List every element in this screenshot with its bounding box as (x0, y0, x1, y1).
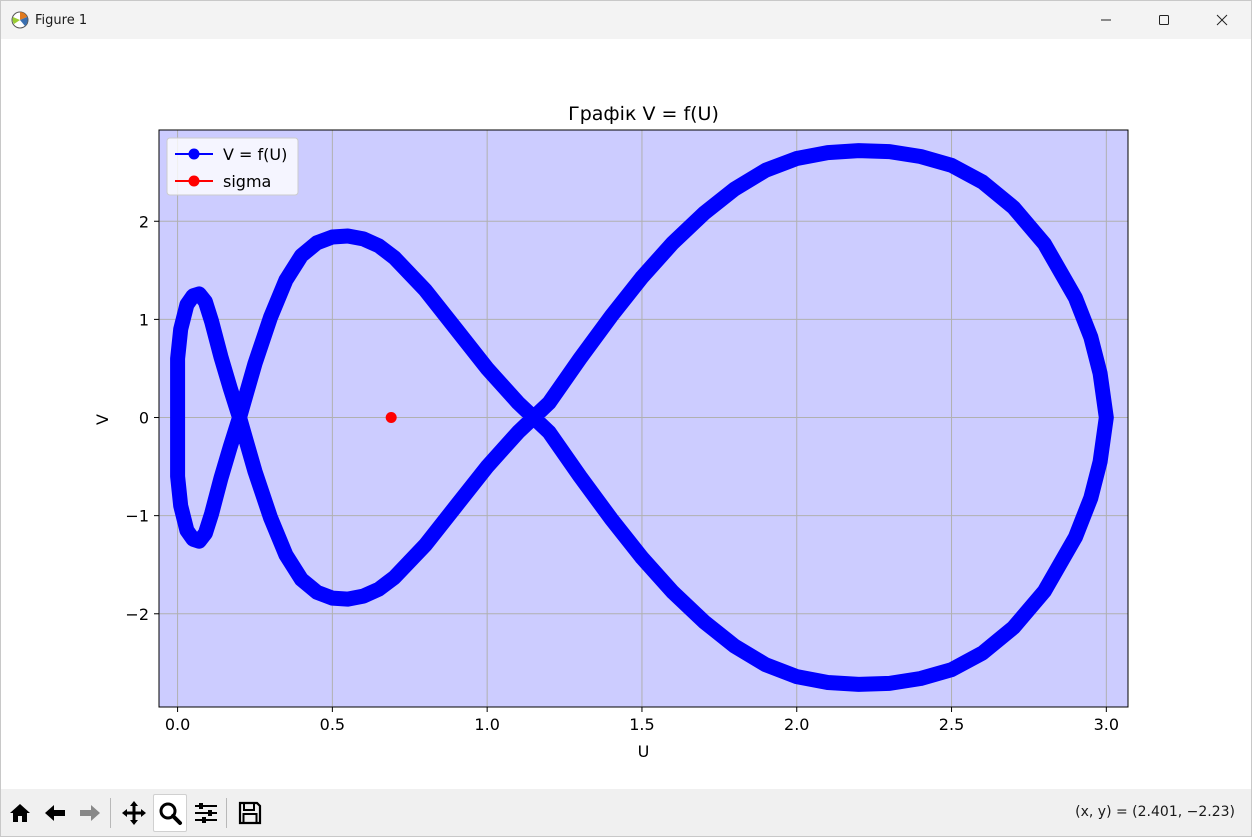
window-title: Figure 1 (35, 12, 88, 28)
configure-subplots-button[interactable] (190, 795, 222, 831)
x-tick-label: 3.0 (1094, 715, 1119, 734)
window-controls (1077, 1, 1251, 39)
chart-title: Графік V = f(U) (568, 103, 719, 125)
title-bar[interactable]: Figure 1 (1, 1, 1251, 39)
x-axis-label: U (638, 742, 650, 761)
forward-button[interactable] (74, 795, 106, 831)
pan-button[interactable] (118, 795, 150, 831)
chart-svg[interactable]: 0.0 0.5 1.0 1.5 2.0 2.5 3.0 −2 −1 0 1 2 Графік V = … (1, 39, 1251, 789)
x-tick-label: 2.0 (784, 715, 809, 734)
legend-marker (188, 175, 200, 187)
zoom-button[interactable] (153, 793, 187, 832)
x-tick-label: 1.0 (474, 715, 499, 734)
series-v-f-u-line (176, 149, 1108, 686)
legend-label: sigma (223, 172, 271, 191)
y-tick-label: −2 (125, 605, 149, 624)
toolbar-separator (226, 797, 227, 828)
series-layer (170, 143, 1114, 692)
figure-canvas[interactable]: 0.0 0.5 1.0 1.5 2.0 2.5 3.0 −2 −1 0 1 2 Графік V = … (1, 39, 1251, 789)
y-tick-label: −1 (125, 507, 149, 526)
close-icon (1216, 14, 1228, 26)
floppy-disk-icon (238, 801, 262, 824)
home-icon (10, 803, 30, 822)
x-tick-label: 1.5 (629, 715, 654, 734)
back-button[interactable] (39, 795, 71, 831)
x-tick-label: 0.5 (320, 715, 345, 734)
minimize-icon (1101, 19, 1111, 21)
x-tick-label: 0.0 (165, 715, 190, 734)
arrow-left-icon (45, 804, 65, 821)
matplotlib-logo-icon (11, 11, 29, 29)
x-tick-label: 2.5 (939, 715, 964, 734)
minimize-button[interactable] (1077, 1, 1135, 39)
tick-layer: 0.0 0.5 1.0 1.5 2.0 2.5 3.0 −2 −1 0 1 2 (125, 212, 1119, 734)
close-button[interactable] (1193, 1, 1251, 39)
maximize-icon (1159, 15, 1169, 25)
arrow-right-icon (80, 804, 100, 821)
sliders-icon (195, 802, 217, 823)
toolbar-separator (110, 797, 111, 828)
maximize-button[interactable] (1135, 1, 1193, 39)
y-tick-label: 1 (139, 310, 149, 329)
axes-frame (158, 129, 1129, 708)
legend: V = f(U) sigma (166, 137, 299, 196)
y-tick-label: 0 (139, 409, 149, 428)
navigation-toolbar: (x, y) = (2.401, −2.23) (1, 789, 1251, 836)
legend-label: V = f(U) (223, 145, 287, 164)
save-button[interactable] (234, 795, 266, 831)
magnifier-icon (159, 802, 182, 825)
legend-marker (188, 148, 200, 160)
sigma-point (385, 412, 397, 424)
move-icon (122, 800, 146, 825)
coordinate-readout: (x, y) = (2.401, −2.23) (1075, 804, 1235, 820)
y-tick-label: 2 (139, 212, 149, 231)
axes-background (159, 130, 1128, 707)
home-button[interactable] (4, 795, 36, 831)
series-v-f-u-markers-stack (171, 350, 184, 485)
y-axis-label: V (93, 414, 112, 425)
